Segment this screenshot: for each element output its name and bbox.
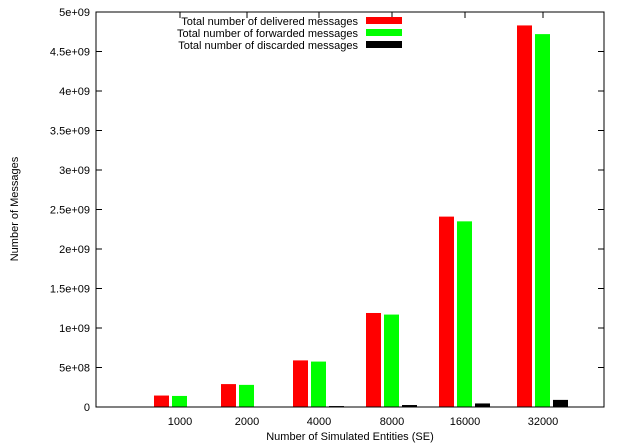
plot-frame — [95, 11, 605, 408]
bar-series-2-2000 — [239, 384, 254, 407]
legend-swatch — [366, 17, 402, 24]
legend-swatch — [366, 41, 402, 48]
bar-series-1-2000 — [221, 384, 236, 407]
bar-series-2-16000 — [457, 221, 472, 407]
bar-series-2-4000 — [311, 361, 326, 407]
y-tick-label: 2.5e+09 — [50, 205, 90, 217]
y-tick-label: 1.5e+09 — [50, 284, 90, 296]
y-tick-label: 0 — [84, 402, 90, 414]
bar-series-1-32000 — [517, 25, 532, 408]
legend-label: Total number of forwarded messages — [177, 28, 358, 40]
legend-swatch — [366, 29, 402, 36]
x-tick-label: 16000 — [450, 416, 481, 428]
y-axis-label: Number of Messages — [9, 156, 21, 261]
legend-label: Total number of delivered messages — [181, 16, 358, 28]
x-axis-label: Number of Simulated Entities (SE) — [266, 431, 434, 443]
y-tick-label: 5e+09 — [59, 7, 90, 19]
bar-series-1-16000 — [439, 216, 454, 407]
x-tick-label: 1000 — [168, 416, 192, 428]
y-tick-label: 3e+09 — [59, 165, 90, 177]
y-tick-label: 5e+08 — [59, 363, 90, 375]
bar-series-3-8000 — [402, 405, 417, 407]
y-tick-label: 2e+09 — [59, 244, 90, 256]
bar-series-2-32000 — [535, 34, 550, 408]
x-axis-ticks: 1000 2000 4000 8000 16000 32000 — [168, 12, 559, 428]
bar-series-2-8000 — [384, 314, 399, 407]
bar-series-3-16000 — [475, 403, 490, 407]
x-tick-label: 4000 — [307, 416, 331, 428]
bar-series-1-4000 — [293, 360, 308, 407]
x-tick-label: 8000 — [380, 416, 404, 428]
bar-series-2-1000 — [172, 395, 187, 407]
x-tick-label: 32000 — [528, 416, 559, 428]
legend: Total number of delivered messagesTotal … — [177, 16, 402, 52]
bars — [154, 25, 568, 408]
y-tick-label: 4e+09 — [59, 86, 90, 98]
legend-label: Total number of discarded messages — [178, 40, 358, 52]
bar-series-1-1000 — [154, 395, 169, 407]
y-axis-ticks: 0 5e+08 1e+09 1.5e+09 2e+09 2.5e+09 3e+09 3.5e+… — [50, 7, 604, 414]
x-tick-label: 2000 — [235, 416, 259, 428]
y-tick-label: 1e+09 — [59, 323, 90, 335]
bar-series-1-8000 — [366, 312, 381, 407]
y-tick-label: 3.5e+09 — [50, 126, 90, 138]
y-tick-label: 4.5e+09 — [50, 47, 90, 59]
bar-series-3-32000 — [553, 399, 568, 407]
